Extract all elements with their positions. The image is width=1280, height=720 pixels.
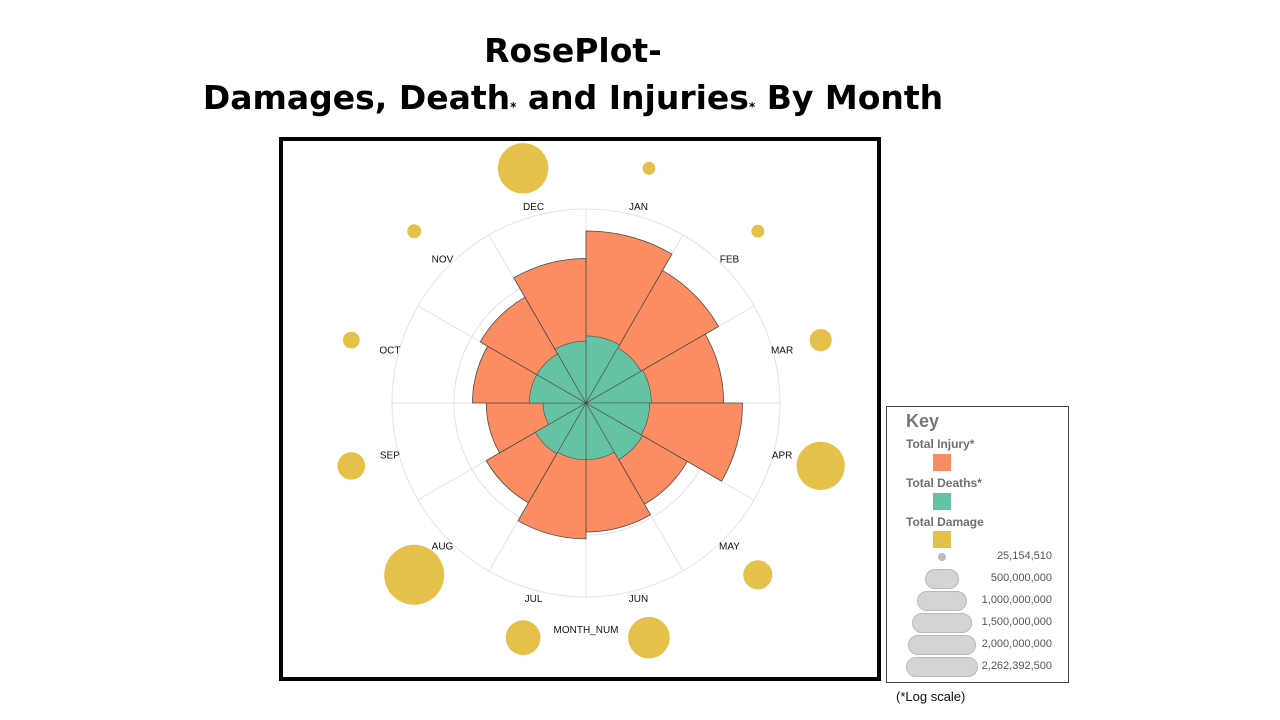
deaths-bar-dec (554, 340, 587, 405)
month-label-sep: SEP (380, 451, 400, 462)
key-injury-label: Total Injury* (906, 437, 975, 451)
title-damages-death: Damages, Death (202, 78, 511, 117)
month-label-jun: JUN (629, 594, 648, 605)
key-size-marker-5 (908, 635, 976, 655)
key-damage-swatch (933, 531, 951, 548)
deaths-bar-may (585, 402, 644, 461)
month-label-apr: APR (772, 451, 793, 462)
title-injuries: and Injuries (516, 78, 749, 117)
key-size-marker-1 (938, 553, 946, 561)
damage-bubble-nov (407, 224, 422, 239)
key-size-value-5: 2,000,000,000 (981, 638, 1052, 650)
chart-title-line1: RosePlot- (484, 31, 662, 70)
month-label-nov: NOV (432, 255, 454, 266)
damage-bubble-sep (337, 452, 366, 480)
month-label-mar: MAR (771, 346, 793, 357)
damage-bubble-may (743, 560, 773, 590)
month-label-oct: OCT (379, 346, 400, 357)
key-title: Key (906, 411, 940, 431)
x-axis-label: MONTH_NUM (554, 625, 619, 636)
key-size-value-1: 25,154,510 (996, 550, 1052, 562)
damage-bubble-mar (809, 329, 832, 352)
key-size-marker-4 (912, 613, 972, 633)
title-by-month: By Month (755, 78, 944, 117)
deaths-bar-mar (584, 369, 652, 404)
month-labels: JAN FEB MAR APR MAY JUN JUL AUG SEP OCT NOV DEC (379, 202, 793, 605)
month-label-feb: FEB (720, 255, 740, 266)
damage-bubble-oct (342, 331, 360, 349)
key-size-marker-6 (906, 657, 978, 677)
legend-key: Key Total Injury* Total Deaths* Total Da… (886, 406, 1069, 683)
key-size-value-2: 500,000,000 (990, 572, 1052, 584)
title-star-injuries: * (748, 100, 756, 114)
deaths-bar-aug (534, 402, 587, 455)
month-label-jan: JAN (629, 202, 648, 213)
title-star-death: * (510, 100, 517, 114)
log-scale-footnote: (*Log scale) (896, 689, 966, 704)
deaths-bar-jan (585, 335, 620, 405)
rose-chart-frame: JAN FEB MAR APR MAY JUN JUL AUG SEP OCT NOV DEC MON… (279, 137, 881, 681)
chart-title-line2: Damages, Death* and Injuries* By Month (0, 78, 1146, 127)
damage-bubble-apr (796, 441, 845, 490)
key-size-marker-2 (925, 569, 959, 589)
key-deaths-label: Total Deaths* (906, 476, 982, 490)
month-label-aug: AUG (432, 542, 454, 553)
month-label-jul: JUL (525, 594, 543, 605)
damage-bubble-jan (642, 161, 656, 175)
rose-plot: JAN FEB MAR APR MAY JUN JUL AUG SEP OCT NOV DEC MON… (337, 143, 845, 659)
deaths-series (528, 335, 652, 461)
damage-bubble-jun (628, 616, 670, 659)
damage-bubble-aug (384, 544, 445, 605)
damage-series (337, 143, 845, 659)
key-damage-label: Total Damage (906, 515, 984, 529)
damage-bubble-jul (505, 620, 541, 656)
key-injury-swatch (933, 454, 951, 471)
key-size-value-4: 1,500,000,000 (981, 616, 1052, 628)
key-size-value-3: 1,000,000,000 (981, 594, 1052, 606)
key-size-marker-3 (917, 591, 967, 611)
month-label-may: MAY (719, 542, 740, 553)
damage-bubble-dec (497, 143, 549, 194)
key-deaths-swatch (933, 493, 951, 510)
key-size-value-6: 2,262,392,500 (981, 660, 1052, 672)
month-label-dec: DEC (523, 202, 544, 213)
damage-bubble-feb (751, 224, 765, 238)
